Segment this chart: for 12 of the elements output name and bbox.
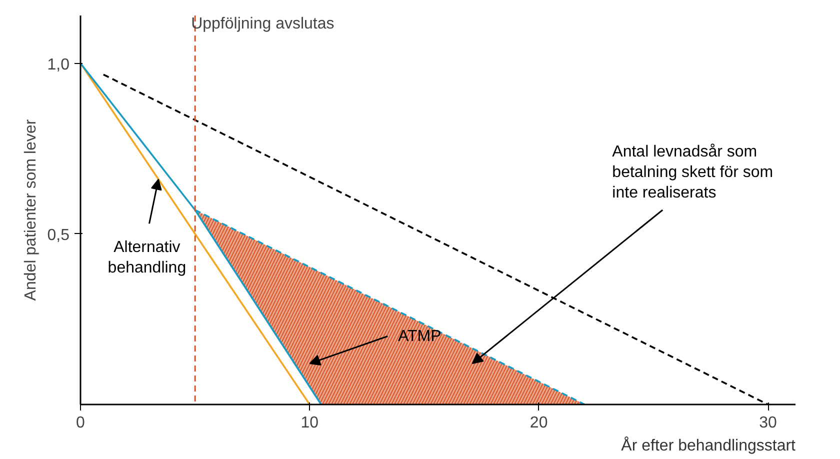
y-axis-title: Andel patienter som lever: [22, 118, 40, 301]
x-tick-label: 20: [530, 414, 548, 432]
text: ATMP: [398, 328, 442, 345]
x-axis-title: År efter behandlingsstart: [621, 436, 796, 454]
y-tick-label: 0,5: [47, 226, 70, 244]
series-label: Alternativ behandling: [108, 239, 186, 276]
x-tick-label: 30: [759, 414, 777, 432]
ref-line-label: Uppföljning avslutas: [191, 16, 334, 32]
x-tick-label: 10: [300, 414, 319, 432]
x-tick-label: 0: [76, 414, 86, 432]
y-tick-label: 1,0: [47, 56, 70, 74]
annotation: Antal levnadsår som betalning skett för som inte realiserats: [612, 144, 774, 202]
